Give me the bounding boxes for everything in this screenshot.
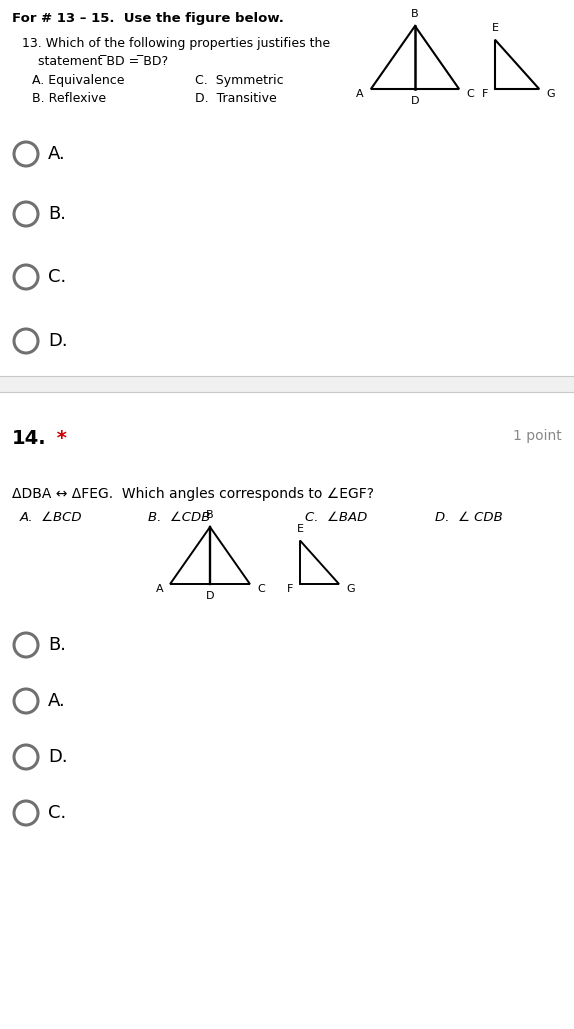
- Text: A: A: [356, 88, 364, 99]
- Text: For # 13 – 15.  Use the figure below.: For # 13 – 15. Use the figure below.: [12, 12, 284, 25]
- Text: B.: B.: [48, 205, 66, 223]
- Text: C.  Symmetric: C. Symmetric: [195, 74, 284, 87]
- Text: B: B: [411, 9, 419, 19]
- Text: B.: B.: [48, 636, 66, 654]
- Text: A: A: [156, 584, 163, 594]
- Text: statement ̅BD = ̅BD?: statement ̅BD = ̅BD?: [22, 55, 168, 68]
- Text: A.: A.: [48, 145, 66, 163]
- Bar: [0, 376, 574, 392]
- Text: D: D: [205, 591, 214, 601]
- Text: 1 point: 1 point: [513, 429, 562, 443]
- Text: G: G: [346, 584, 355, 594]
- Text: D: D: [411, 96, 419, 106]
- Text: 14.: 14.: [12, 429, 46, 448]
- Text: C.: C.: [48, 804, 66, 822]
- Text: A. Equivalence: A. Equivalence: [32, 74, 125, 87]
- Text: E: E: [297, 524, 304, 533]
- Text: F: F: [482, 88, 488, 99]
- Text: B. Reflexive: B. Reflexive: [32, 92, 106, 105]
- Text: 13. Which of the following properties justifies the: 13. Which of the following properties ju…: [22, 37, 330, 50]
- Text: A.  ∠BCD: A. ∠BCD: [20, 511, 83, 524]
- Text: B: B: [206, 510, 214, 520]
- Text: C.  ∠BAD: C. ∠BAD: [305, 511, 367, 524]
- Text: D.: D.: [48, 332, 68, 350]
- Text: C: C: [466, 88, 474, 99]
- Text: E: E: [491, 23, 498, 33]
- Text: G: G: [546, 88, 555, 99]
- Text: B.  ∠CDB: B. ∠CDB: [148, 511, 211, 524]
- Text: F: F: [286, 584, 293, 594]
- Text: C.: C.: [48, 268, 66, 286]
- Text: D.  Transitive: D. Transitive: [195, 92, 277, 105]
- Text: ΔDBA ↔ ΔFEG.  Which angles corresponds to ∠EGF?: ΔDBA ↔ ΔFEG. Which angles corresponds to…: [12, 487, 374, 501]
- Text: A.: A.: [48, 691, 66, 710]
- Text: C: C: [257, 584, 265, 594]
- Text: D.  ∠ CDB: D. ∠ CDB: [435, 511, 503, 524]
- Text: *: *: [50, 429, 67, 448]
- Text: D.: D.: [48, 748, 68, 766]
